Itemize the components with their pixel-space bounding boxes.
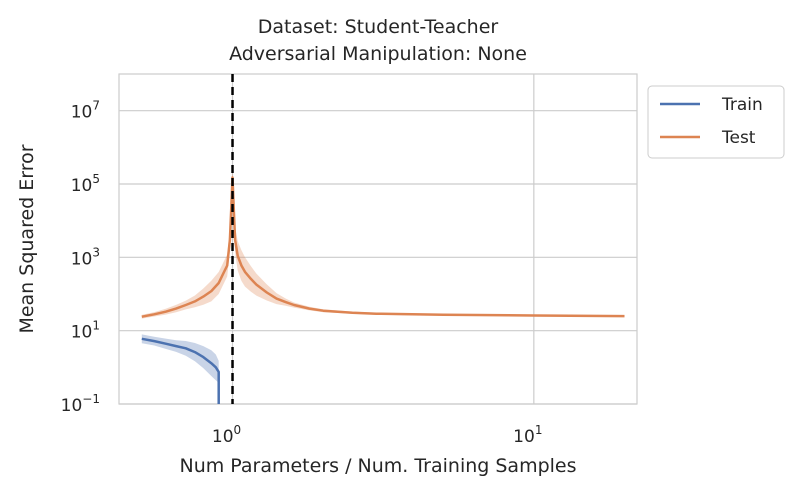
series-lines [141,176,625,404]
error-bands [141,166,625,404]
series-line-test [141,176,625,318]
y-tick-label-2: 103 [71,245,100,269]
x-tick-label-1: 101 [513,423,542,447]
chart-title-line-2: Adversarial Manipulation: None [229,43,527,65]
band-train [141,334,219,404]
legend: Train Test [647,85,785,159]
y-tick-label-0: 10−1 [61,392,100,416]
y-tick-labels: 10−1 101 103 105 107 [61,99,100,416]
legend-label-train: Train [721,95,763,115]
plot-area [118,73,638,405]
y-tick-label-3: 105 [71,172,100,196]
y-axis-label: Mean Squared Error [16,144,38,333]
x-tick-labels: 100 101 [212,423,543,447]
series-line-train [141,337,220,404]
band-test [141,166,625,319]
y-tick-label-1: 101 [71,319,100,343]
x-tick-label-0: 100 [212,423,241,447]
x-axis-label: Num Parameters / Num. Training Samples [179,455,576,477]
chart-title-line-1: Dataset: Student-Teacher [258,16,499,38]
legend-box [647,85,785,159]
legend-label-test: Test [721,128,756,148]
y-tick-label-4: 107 [71,99,100,123]
